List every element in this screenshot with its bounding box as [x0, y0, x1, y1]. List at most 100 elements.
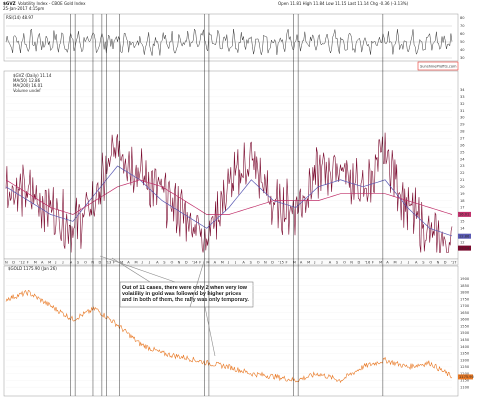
gvz-panel: [3, 70, 459, 260]
gold-tick-label: 1550: [460, 324, 470, 328]
gvz-tick-label: 24: [460, 157, 465, 161]
x-axis-label: D: [357, 261, 360, 265]
x-axis-label: A: [242, 261, 245, 265]
x-axis-label: O: [343, 261, 346, 265]
gvz-tick-label: 31: [460, 109, 465, 113]
gold-tick-label: 1700: [460, 304, 470, 308]
x-axis-label: J: [400, 261, 402, 265]
gold-tick-label: 1900: [460, 277, 470, 281]
gvz-last-value-badge: [458, 233, 471, 239]
gold-tick-label: 1850: [460, 284, 470, 288]
x-axis-label: O: [84, 261, 87, 265]
x-axis-label: A: [300, 261, 303, 265]
gold-tick-label: 1650: [460, 311, 470, 315]
gvz-tick-label: 23: [460, 164, 465, 168]
gvz-tick-label: 19: [460, 192, 465, 196]
chart-marks: 80 70 60 50 40 30 34 33 32 31 30 29 28 27 26 25 24 23 22 21…: [5, 14, 475, 396]
gold-tick-label: 1250: [460, 365, 470, 369]
gvz-legend-item: $GVZ (Daily) 11.14: [13, 73, 52, 78]
x-axis-label: M: [34, 261, 37, 265]
x-axis-label: '12: [19, 261, 25, 265]
annotation-pointer: [204, 306, 216, 357]
gvz-tick-label: 18: [460, 199, 465, 203]
x-axis-label: N: [350, 261, 353, 265]
gvz-tick-label: 32: [460, 102, 465, 106]
gvz-legend: $GVZ (Daily) 11.14 MA(50) 12.86 MA(200) …: [13, 73, 52, 93]
x-axis-label: A: [41, 261, 44, 265]
x-axis-label: O: [257, 261, 260, 265]
gold-tick-label: 1200: [460, 372, 470, 376]
x-axis-label: F: [113, 261, 115, 265]
watermark-text: SunshineProfits.com: [420, 65, 457, 69]
x-axis-label: F: [199, 261, 201, 265]
chart-date: 25-Jan-2017 4:15pm: [3, 6, 44, 11]
gvz-tick-label: 34: [460, 88, 465, 92]
gvz-last-value-label: 12.86: [459, 235, 470, 239]
gold-tick-label: 1600: [460, 318, 470, 322]
annotation-text: Out of 11 cases, there were only 2 when …: [122, 285, 249, 303]
gold-tick-label: 1100: [460, 385, 470, 389]
gold-tick-label: 1800: [460, 291, 470, 295]
gvz-tick-label: 14: [460, 227, 465, 231]
gold-tick-label: 1350: [460, 352, 470, 356]
gvz-tick-label: 17: [460, 206, 465, 210]
x-axis-label: S: [163, 261, 166, 265]
gold-last-value-badge: [458, 374, 473, 380]
x-axis-label: D: [99, 261, 102, 265]
chart-title: Volatility Index - CBOE Gold Index: [18, 1, 86, 6]
x-axis-label: J: [321, 261, 323, 265]
gold-series-line: [5, 289, 453, 384]
rsi-label: RSI(14) 48.97: [6, 15, 34, 20]
gold-tick-label: 1750: [460, 297, 470, 301]
x-axis-label: D: [271, 261, 274, 265]
gvz-legend-item: Volume undef: [13, 88, 41, 93]
x-axis-label: D: [185, 261, 188, 265]
x-axis-label: '16: [365, 261, 371, 265]
x-axis-label: O: [170, 261, 173, 265]
gvz-series-line: [5, 165, 453, 237]
x-axis-label: M: [393, 261, 396, 265]
gvz-tick-label: 25: [460, 150, 465, 154]
gvz-tick-label: 28: [460, 130, 465, 134]
x-axis-label: A: [329, 261, 332, 265]
x-axis-label: N: [437, 261, 440, 265]
gvz-tick-label: 15: [460, 220, 465, 224]
gold-tick-label: 1450: [460, 338, 470, 342]
x-axis-label: S: [422, 261, 425, 265]
rsi-tick-label: 60: [460, 32, 465, 36]
x-axis-label: '14: [192, 261, 198, 265]
ohlc-readout: Open 11.81 High 11.84 Low 11.15 Last 11.…: [278, 1, 409, 6]
rsi-tick-label: 40: [460, 48, 465, 52]
x-axis-label: J: [407, 261, 409, 265]
gvz-last-value-badge: [458, 245, 471, 251]
gold-last-value-label: 1175.90: [459, 375, 475, 379]
rsi-tick-label: 70: [460, 24, 465, 28]
gold-tick-label: 1500: [460, 331, 470, 335]
rsi-line: [5, 28, 453, 56]
x-axis-label: M: [293, 261, 296, 265]
x-axis-label: A: [386, 261, 389, 265]
gvz-tick-label: 27: [460, 137, 465, 141]
annotation-pointer: [111, 257, 151, 283]
gvz-tick-label: 22: [460, 171, 465, 175]
gvz-tick-label: 20: [460, 185, 465, 189]
x-axis-label: N: [178, 261, 181, 265]
x-axis-label: M: [134, 261, 137, 265]
x-axis-label: F: [372, 261, 374, 265]
gvz-series-line: [5, 179, 453, 215]
gvz-last-value-label: 16.01: [459, 213, 469, 217]
annotation-box: [119, 281, 254, 308]
gvz-tick-label: 12: [460, 240, 465, 244]
x-axis-label: D: [12, 261, 15, 265]
x-axis-label: J: [234, 261, 236, 265]
gold-tick-label: 1400: [460, 345, 470, 349]
rsi-tick-label: 80: [460, 16, 465, 20]
x-axis-label: M: [120, 261, 123, 265]
x-axis-label: M: [206, 261, 209, 265]
rsi-panel: [3, 13, 459, 62]
gvz-tick-label: 30: [460, 116, 465, 120]
x-axis-label: A: [214, 261, 217, 265]
x-axis-label: J: [54, 261, 56, 265]
x-axis-label: J: [148, 261, 150, 265]
